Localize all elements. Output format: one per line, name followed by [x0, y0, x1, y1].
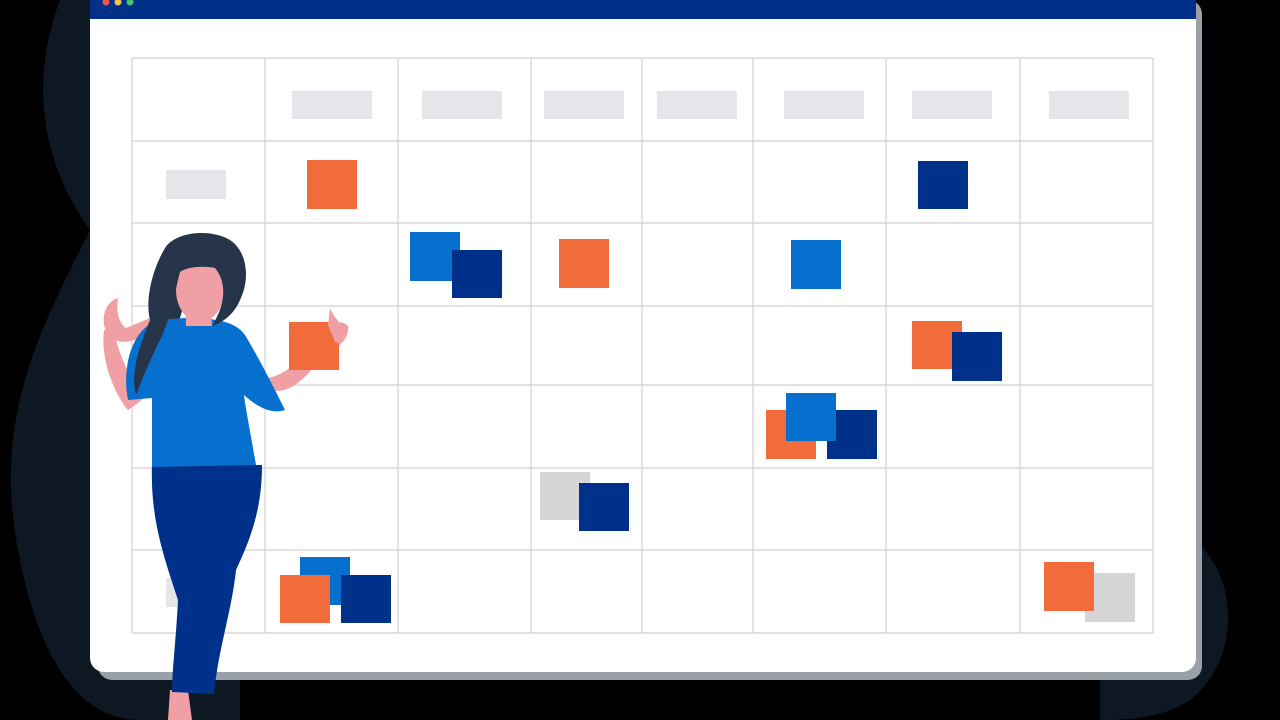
placeholder	[422, 91, 502, 119]
hand	[328, 308, 346, 343]
woman	[103, 233, 349, 720]
header-placeholders	[166, 91, 1129, 607]
placeholder	[784, 91, 864, 119]
window-dot	[114, 0, 122, 6]
placeholder	[912, 91, 992, 119]
event	[786, 393, 836, 441]
event	[791, 240, 841, 289]
placeholder	[657, 91, 737, 119]
shirt	[126, 318, 285, 467]
event	[452, 250, 502, 298]
events	[280, 160, 1135, 623]
title-bar	[90, 0, 1196, 19]
event	[280, 575, 330, 623]
event	[559, 239, 609, 288]
event	[307, 160, 357, 209]
hair	[134, 233, 246, 395]
event	[918, 161, 968, 209]
window-dot	[102, 0, 110, 6]
pants	[151, 465, 262, 694]
window	[90, 0, 1196, 672]
event	[579, 483, 629, 531]
window-dot	[126, 0, 134, 6]
placeholder	[166, 170, 226, 199]
event	[410, 232, 460, 281]
face	[176, 258, 224, 322]
placeholder	[292, 91, 372, 119]
calendar-grid	[131, 57, 1154, 634]
placeholder	[1049, 91, 1129, 119]
event	[952, 332, 1002, 381]
leg	[168, 690, 192, 720]
placeholder	[544, 91, 624, 119]
event	[1044, 562, 1094, 611]
event	[341, 575, 391, 623]
